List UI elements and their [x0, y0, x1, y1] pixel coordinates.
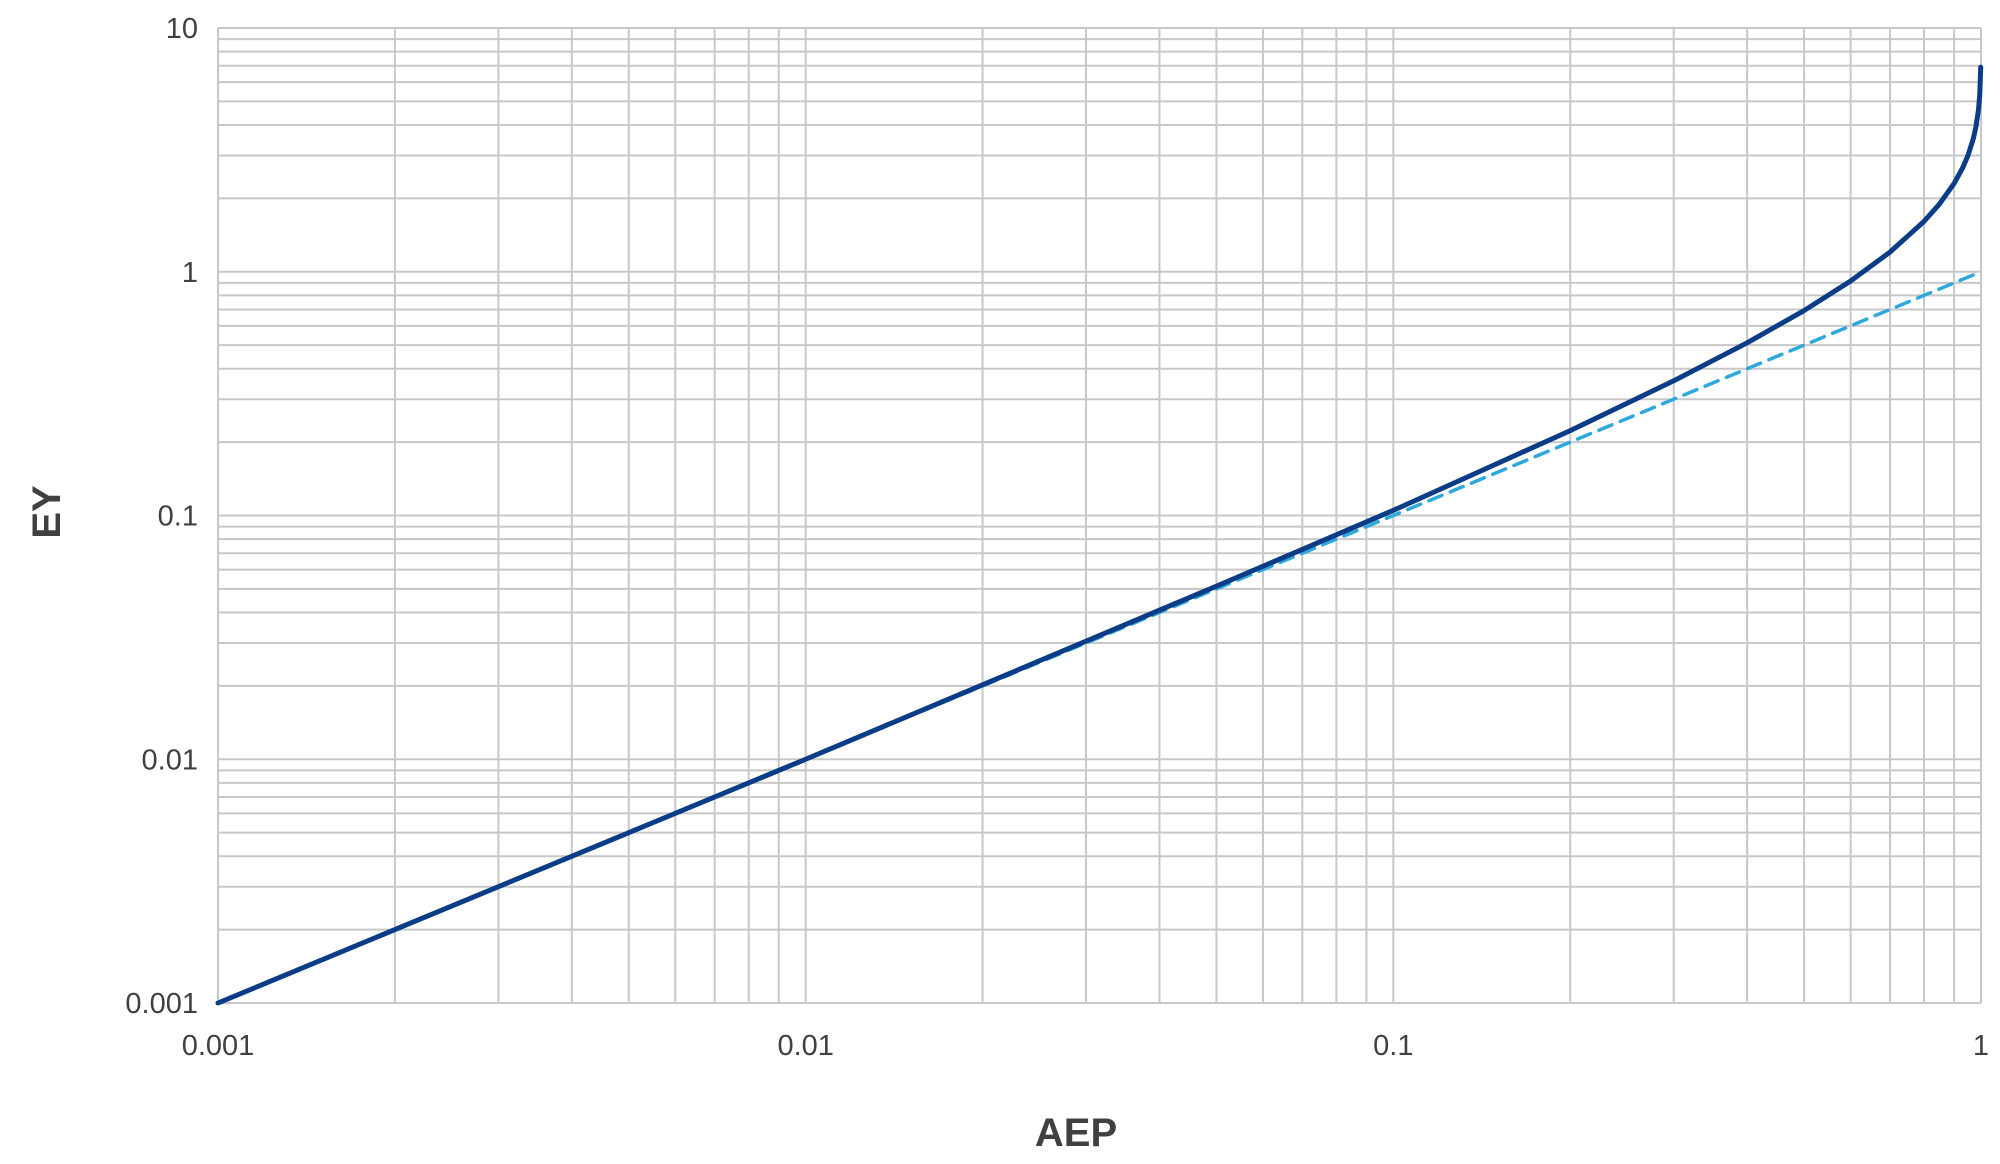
- x-axis-title: AEP: [1035, 1111, 1117, 1155]
- x-tick-label: 0.1: [1373, 1030, 1413, 1062]
- x-tick-label: 0.01: [777, 1030, 833, 1062]
- y-tick-labels: 0.001 0.01 0.1 1 10: [125, 13, 198, 1020]
- y-tick-label: 0.001: [125, 988, 198, 1020]
- series-line-solid: [215, 64, 1984, 1006]
- y-tick-label: 10: [166, 13, 198, 45]
- y-tick-label: 0.1: [158, 501, 198, 533]
- x-tick-label: 0.001: [182, 1030, 255, 1062]
- y-tick-label: 0.01: [142, 744, 198, 776]
- x-tick-label: 1: [1973, 1030, 1989, 1062]
- series-group: [215, 64, 1984, 1006]
- y-tick-label: 1: [182, 257, 198, 289]
- x-tick-labels: 0.001 0.01 0.1 1: [182, 1030, 1989, 1062]
- y-axis-title: EY: [25, 485, 69, 539]
- grid: [217, 27, 1982, 1004]
